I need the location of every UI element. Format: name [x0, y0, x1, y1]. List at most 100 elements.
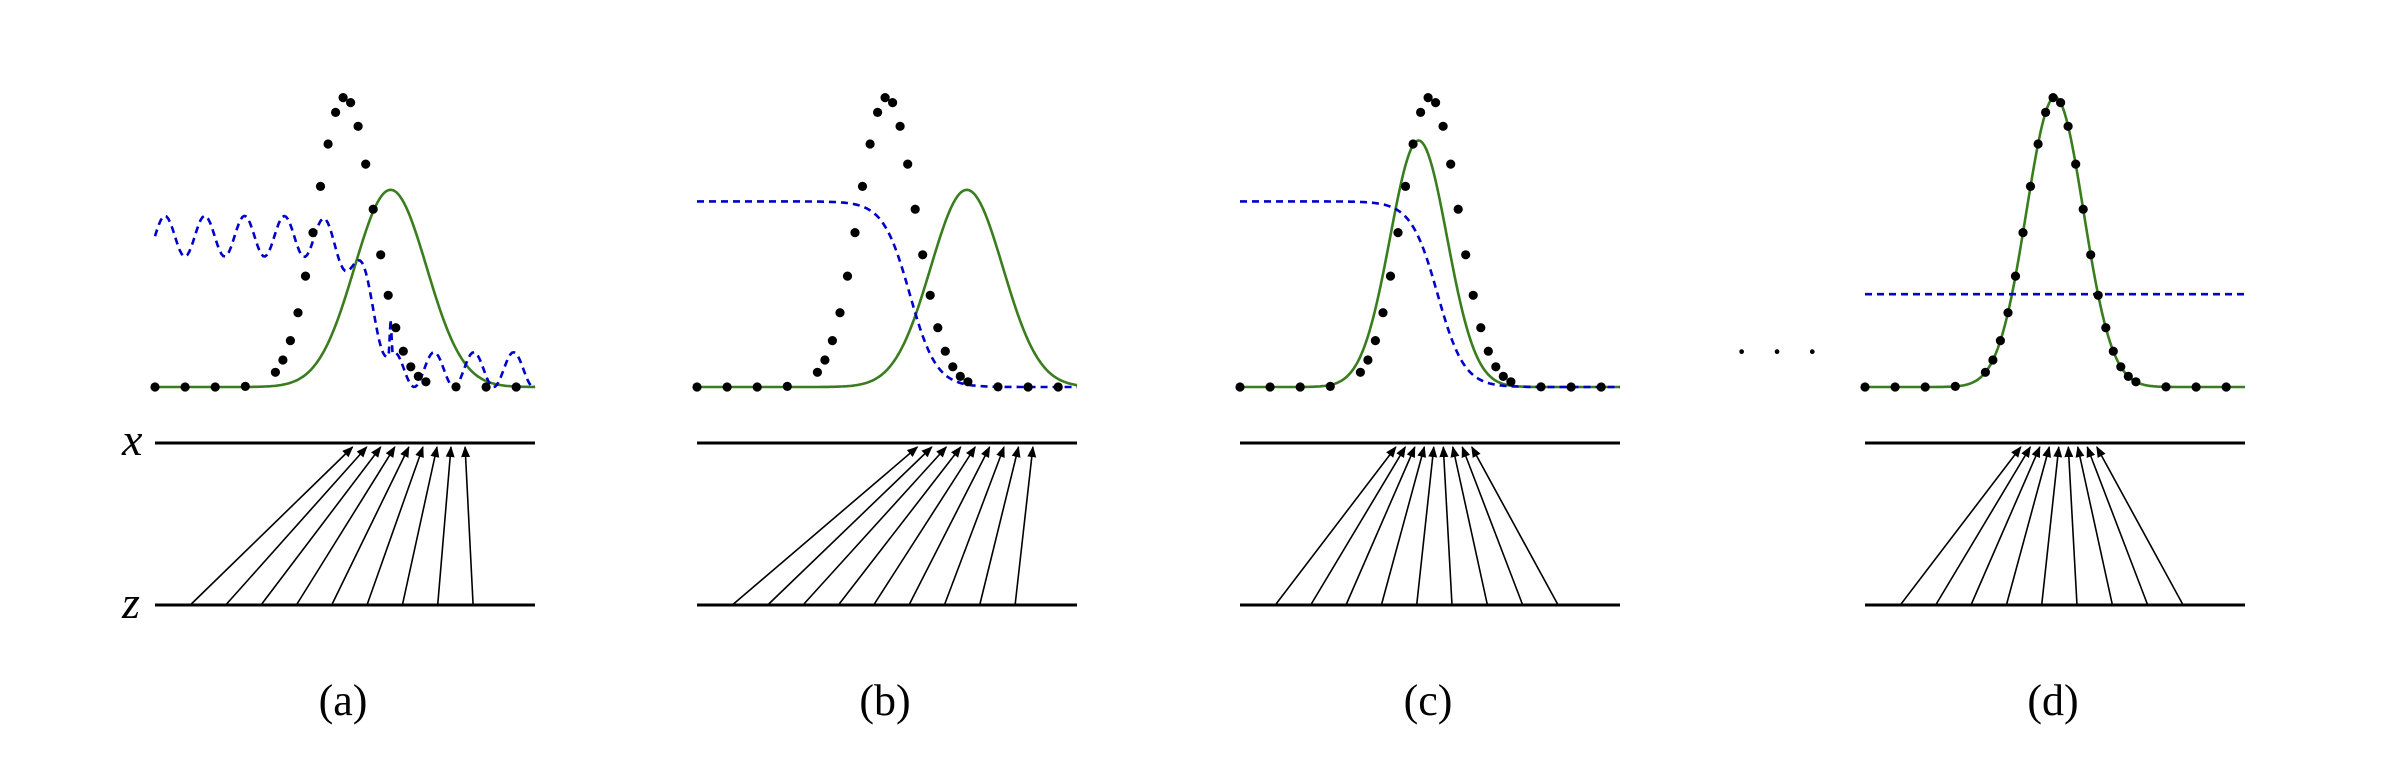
discriminator-curve	[1240, 200, 1620, 389]
data-distribution-dot	[865, 139, 875, 149]
mapping-arrow	[1461, 445, 1524, 606]
data-distribution-dot	[955, 371, 965, 381]
data-distribution-dot	[1995, 336, 2005, 346]
data-distribution-dot	[315, 181, 326, 191]
mapping-arrow	[802, 446, 948, 606]
generator-distribution-curve	[1865, 95, 2245, 389]
mapping-arrow	[2075, 445, 2114, 606]
data-distribution-dot	[1370, 336, 1380, 346]
panel-caption-b: (b)	[859, 676, 910, 725]
data-distribution-dot	[2131, 377, 2141, 387]
data-distribution-dot	[2101, 323, 2111, 333]
data-distribution-dot	[918, 250, 928, 260]
data-distribution-dot	[1400, 181, 1411, 191]
data-distribution-dot	[1476, 323, 1486, 333]
data-distribution-dot	[1890, 382, 1900, 392]
data-distribution-dot	[2116, 362, 2126, 372]
data-distribution-dot	[2108, 346, 2118, 356]
data-distribution-dot	[1393, 228, 1403, 238]
data-distribution-dot	[2010, 271, 2021, 281]
data-distribution-dot	[1988, 355, 1998, 365]
data-distribution-dot	[820, 355, 830, 365]
discriminator-curve	[153, 214, 536, 389]
data-distribution-dot	[270, 367, 280, 377]
data-distribution-dot	[361, 159, 371, 169]
data-distribution-dot	[2221, 382, 2231, 392]
mapping-arrow	[1310, 446, 1406, 606]
mapping-arrow	[2040, 445, 2063, 606]
panel-d	[1860, 93, 2245, 607]
data-distribution-dot	[323, 139, 333, 149]
data-distribution-dot	[481, 382, 491, 392]
data-distribution-dot	[752, 382, 762, 392]
axis-label-z: z	[121, 577, 140, 628]
mapping-arrow	[2096, 446, 2184, 606]
data-distribution-dot	[368, 204, 378, 214]
data-distribution-dot	[1295, 382, 1305, 392]
data-distribution-dot	[1596, 382, 1606, 392]
data-distribution-dot	[940, 346, 950, 356]
mapping-arrow	[330, 445, 410, 606]
data-distribution-dot	[1536, 382, 1546, 392]
data-distribution-dot	[812, 367, 823, 377]
axis-label-x: x	[121, 414, 143, 465]
data-distribution-dot	[2161, 382, 2171, 392]
panel-a	[150, 93, 536, 607]
data-distribution-dot	[2086, 250, 2096, 260]
mapping-arrow	[461, 445, 474, 606]
mapping-arrow	[1014, 445, 1037, 606]
ellipsis: · · ·	[1735, 329, 1825, 374]
data-distribution-dot	[398, 346, 408, 356]
data-distribution-dot	[1408, 139, 1418, 149]
data-distribution-dot	[2025, 181, 2036, 191]
data-distribution-dot	[391, 323, 401, 333]
data-distribution-dot	[2048, 93, 2058, 103]
mapping-arrow	[366, 445, 424, 606]
data-distribution-dot	[1378, 308, 1388, 318]
data-distribution-dot	[1453, 204, 1463, 214]
data-distribution-dot	[2063, 121, 2073, 131]
data-distribution-dot	[1566, 382, 1576, 392]
mapping-arrow	[943, 445, 1005, 606]
mapping-arrow	[767, 446, 933, 606]
data-distribution-dot	[1423, 93, 1433, 103]
data-distribution-dot	[240, 381, 250, 391]
data-distribution-dot	[1491, 362, 1501, 372]
data-distribution-dot	[1920, 382, 1930, 392]
generator-distribution-curve	[1240, 139, 1620, 389]
data-distribution-dot	[1498, 371, 1508, 381]
data-distribution-dot	[1355, 367, 1365, 377]
data-distribution-dot	[827, 336, 838, 346]
mapping-arrow	[1935, 446, 2031, 606]
data-distribution-dot	[910, 204, 920, 214]
mapping-arrow	[1450, 445, 1489, 606]
data-distribution-dot	[1438, 121, 1448, 131]
data-distribution-dot	[1468, 290, 1478, 300]
data-distribution-dot	[293, 308, 303, 318]
data-distribution-dot	[2041, 107, 2051, 117]
data-distribution-dot	[2093, 290, 2103, 300]
mapping-arrow	[731, 446, 919, 606]
data-distribution-dot	[2123, 371, 2133, 381]
data-distribution-dot	[383, 290, 393, 300]
data-distribution-dot	[1980, 367, 1990, 377]
mapping-arrow	[1415, 445, 1438, 606]
data-distribution-dot	[1431, 98, 1441, 108]
data-distribution-dot	[1506, 377, 1516, 387]
panel-c	[1235, 93, 1620, 607]
data-distribution-dot	[421, 377, 431, 387]
data-distribution-dot	[2018, 228, 2028, 238]
data-distribution-dot	[331, 107, 341, 117]
mapping-arrow	[2005, 445, 2051, 606]
data-distribution-dot	[2033, 139, 2043, 149]
mapping-arrow	[1970, 445, 2041, 606]
data-distribution-dot	[278, 355, 288, 365]
data-distribution-dot	[925, 290, 935, 300]
data-distribution-dot	[873, 107, 883, 117]
panel-caption-a: (a)	[319, 676, 368, 725]
data-distribution-dot	[842, 271, 853, 281]
data-distribution-dot	[948, 362, 958, 372]
data-distribution-dot	[285, 336, 295, 346]
data-distribution-dot	[895, 121, 905, 131]
